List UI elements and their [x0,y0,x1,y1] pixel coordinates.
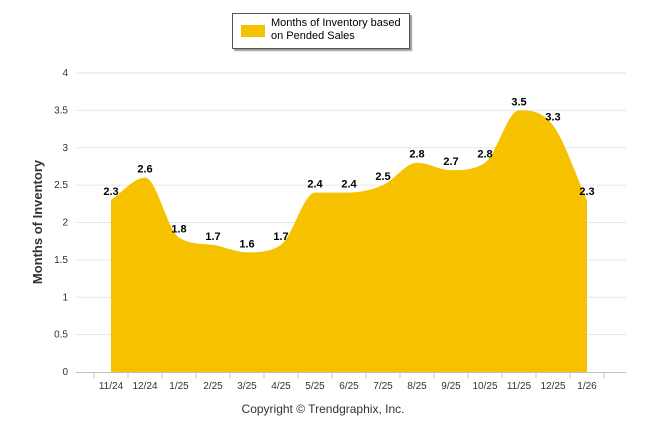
series-area [111,110,587,372]
data-label: 1.7 [273,231,288,243]
x-tick-label: 10/25 [472,381,497,392]
x-tick-label: 2/25 [203,381,223,392]
data-label: 2.3 [579,186,594,198]
data-label: 2.6 [137,164,152,176]
legend-swatch [241,25,265,37]
data-label: 1.6 [239,238,254,250]
data-labels: 2.3 2.6 1.8 1.7 1.6 1.7 2.4 2.4 2.5 2.8 2.7 2.8 3.5 3… [103,96,594,250]
legend[interactable]: Months of Inventory based on Pended Sale… [232,13,410,49]
y-tick-label: 3.5 [54,105,68,116]
x-tick-label: 1/26 [577,381,597,392]
y-tick-label: 1 [62,292,68,303]
y-axis-title: Months of Inventory [30,159,45,284]
x-tick-label: 11/24 [99,381,124,392]
y-tick-label: 4 [62,68,68,79]
x-tick-label: 8/25 [407,381,427,392]
copyright-text: Copyright © Trendgraphix, Inc. [241,402,405,416]
data-label: 1.8 [171,223,186,235]
data-label: 2.4 [341,179,357,191]
x-tick-label: 9/25 [441,381,461,392]
x-tick-label: 5/25 [305,381,325,392]
x-tick-label: 11/25 [507,381,532,392]
x-tick-label: 12/24 [132,381,157,392]
y-tick-label: 2.5 [54,180,68,191]
x-tick-label: 12/25 [540,381,565,392]
y-tick-label: 0.5 [54,330,68,341]
data-label: 3.3 [545,111,560,123]
y-tick-label: 3 [62,143,68,154]
x-tick-label: 3/25 [237,381,257,392]
y-tick-label: 1.5 [54,255,68,266]
x-tick-label: 6/25 [339,381,359,392]
data-label: 1.7 [205,231,220,243]
data-label: 2.8 [477,149,492,161]
y-tick-label: 0 [62,367,68,378]
legend-label: Months of Inventory based on Pended Sale… [271,17,401,42]
x-tick-label: 4/25 [271,381,291,392]
data-label: 2.3 [103,186,118,198]
axes: 0 0.5 1 1.5 2 2.5 3 3.5 4 11/24 12/24 1/25 2/25 3/25 4… [54,68,626,392]
data-label: 2.5 [375,171,390,183]
data-label: 3.5 [511,96,526,108]
data-label: 2.8 [409,149,424,161]
x-tick-label: 7/25 [373,381,393,392]
series-area-shape [111,110,587,372]
data-label: 2.4 [307,179,323,191]
x-tick-label: 1/25 [169,381,189,392]
y-tick-label: 2 [62,218,68,229]
data-label: 2.7 [443,156,458,168]
